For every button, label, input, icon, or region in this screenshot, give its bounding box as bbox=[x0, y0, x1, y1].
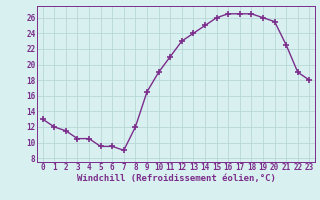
X-axis label: Windchill (Refroidissement éolien,°C): Windchill (Refroidissement éolien,°C) bbox=[76, 174, 276, 183]
